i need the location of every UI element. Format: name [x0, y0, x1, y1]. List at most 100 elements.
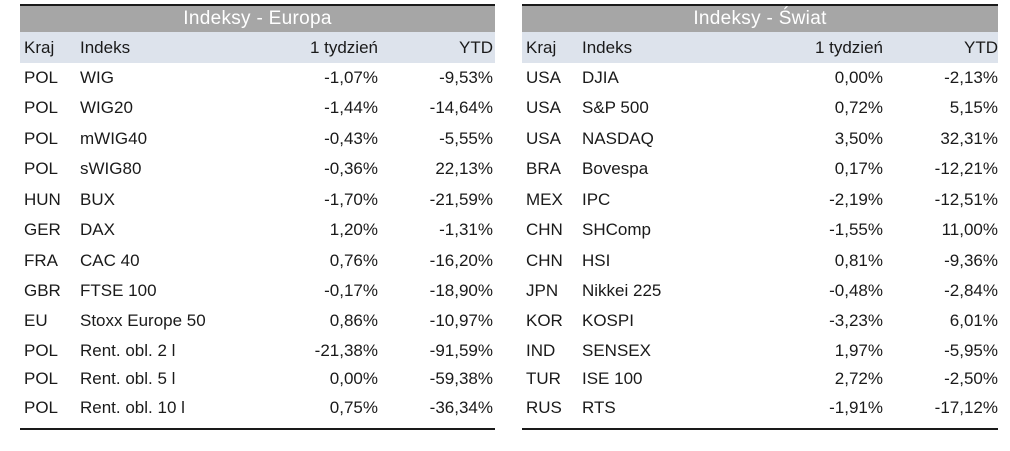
cell-week: -3,23%	[829, 311, 883, 330]
table-header: Kraj Indeks 1 tydzień YTD	[522, 32, 998, 63]
cell-kraj: MEX	[526, 190, 563, 209]
table-row: USA DJIA 0,00% -2,13%	[522, 63, 998, 93]
cell-week: -1,44%	[324, 98, 378, 117]
cell-ytd: 11,00%	[941, 220, 998, 239]
cell-ytd: -16,20%	[429, 251, 493, 270]
cell-week: 0,86%	[329, 311, 378, 330]
cell-indeks: sWIG80	[80, 159, 142, 178]
cell-ytd: 5,15%	[949, 98, 998, 117]
header-indeks: Indeks	[80, 38, 131, 57]
cell-kraj: GER	[24, 220, 61, 239]
top-rule	[20, 4, 495, 6]
table-row: USA S&P 500 0,72% 5,15%	[522, 93, 998, 123]
cell-kraj: POL	[24, 98, 59, 117]
cell-kraj: FRA	[24, 251, 58, 270]
table-row: MEX IPC -2,19% -12,51%	[522, 184, 998, 215]
table-row: POL mWIG40 -0,43% -5,55%	[20, 123, 495, 154]
header-ytd: YTD	[964, 38, 998, 57]
cell-indeks: NASDAQ	[582, 129, 654, 148]
table-row: POL sWIG80 -0,36% 22,13%	[20, 154, 495, 184]
table-row: EU Stoxx Europe 50 0,86% -10,97%	[20, 306, 495, 336]
cell-kraj: POL	[24, 129, 59, 148]
cell-week: 0,00%	[834, 68, 883, 87]
cell-kraj: POL	[24, 68, 59, 87]
table-header: Kraj Indeks 1 tydzień YTD	[20, 32, 495, 63]
table-row: IND SENSEX 1,97% -5,95%	[522, 336, 998, 365]
cell-week: 0,00%	[329, 369, 378, 388]
header-week: 1 tydzień	[309, 38, 378, 57]
cell-kraj: USA	[526, 68, 561, 87]
cell-indeks: CAC 40	[80, 251, 140, 270]
cell-indeks: RTS	[582, 398, 616, 417]
cell-kraj: EU	[24, 311, 48, 330]
table-row: POL WIG20 -1,44% -14,64%	[20, 93, 495, 123]
cell-kraj: POL	[24, 159, 59, 178]
cell-indeks: SHComp	[582, 220, 651, 239]
cell-ytd: -12,51%	[934, 190, 998, 209]
europe-indices-table: Indeksy - Europa Kraj Indeks 1 tydzień Y…	[20, 4, 495, 430]
cell-week: -0,43%	[324, 129, 378, 148]
cell-ytd: -18,90%	[429, 281, 493, 300]
cell-ytd: -1,31%	[439, 220, 493, 239]
cell-kraj: RUS	[526, 398, 562, 417]
table-row: POL Rent. obl. 2 l -21,38% -91,59%	[20, 336, 495, 365]
table-row: BRA Bovespa 0,17% -12,21%	[522, 154, 998, 184]
cell-kraj: POL	[24, 398, 59, 417]
cell-week: -1,70%	[324, 190, 378, 209]
table-row: JPN Nikkei 225 -0,48% -2,84%	[522, 276, 998, 306]
cell-ytd: -2,84%	[944, 281, 998, 300]
cell-week: -0,17%	[324, 281, 378, 300]
cell-ytd: -14,64%	[429, 98, 493, 117]
cell-ytd: 6,01%	[949, 311, 998, 330]
cell-ytd: -5,95%	[944, 341, 998, 360]
cell-kraj: POL	[24, 341, 59, 360]
cell-indeks: IPC	[582, 190, 611, 209]
cell-week: -0,48%	[829, 281, 883, 300]
table-row: CHN SHComp -1,55% 11,00%	[522, 215, 998, 245]
cell-indeks: FTSE 100	[80, 281, 157, 300]
cell-indeks: WIG	[80, 68, 114, 87]
table-row: HUN BUX -1,70% -21,59%	[20, 184, 495, 215]
table-title: Indeksy - Europa	[20, 6, 495, 32]
cell-ytd: -5,55%	[439, 129, 493, 148]
cell-kraj: USA	[526, 129, 561, 148]
cell-indeks: WIG20	[80, 98, 133, 117]
header-kraj: Kraj	[24, 38, 55, 57]
cell-ytd: -59,38%	[429, 369, 493, 388]
cell-ytd: -21,59%	[429, 190, 493, 209]
cell-ytd: -2,50%	[944, 369, 998, 388]
cell-indeks: S&P 500	[582, 98, 649, 117]
table-row: POL Rent. obl. 10 l 0,75% -36,34%	[20, 393, 495, 422]
header-ytd: YTD	[459, 38, 493, 57]
cell-indeks: Rent. obl. 2 l	[80, 341, 176, 360]
cell-week: 1,20%	[329, 220, 378, 239]
cell-kraj: KOR	[526, 311, 563, 330]
cell-ytd: 22,13%	[435, 159, 493, 178]
cell-ytd: -9,36%	[944, 251, 998, 270]
cell-week: 0,81%	[834, 251, 883, 270]
cell-indeks: ISE 100	[582, 369, 643, 388]
cell-kraj: CHN	[526, 251, 563, 270]
table-row: POL Rent. obl. 5 l 0,00% -59,38%	[20, 365, 495, 393]
cell-week: 2,72%	[834, 369, 883, 388]
table-row: POL WIG -1,07% -9,53%	[20, 63, 495, 93]
cell-kraj: IND	[526, 341, 556, 360]
cell-week: 1,97%	[834, 341, 883, 360]
cell-week: -1,07%	[324, 68, 378, 87]
table-title: Indeksy - Świat	[522, 6, 998, 32]
cell-indeks: DAX	[80, 220, 115, 239]
cell-ytd: -2,13%	[944, 68, 998, 87]
table-row: GER DAX 1,20% -1,31%	[20, 215, 495, 245]
cell-week: 0,72%	[834, 98, 883, 117]
cell-indeks: HSI	[582, 251, 611, 270]
bottom-rule	[522, 428, 998, 430]
cell-ytd: -36,34%	[429, 398, 493, 417]
cell-indeks: DJIA	[582, 68, 619, 87]
cell-kraj: POL	[24, 369, 59, 388]
cell-week: -2,19%	[829, 190, 883, 209]
table-row: RUS RTS -1,91% -17,12%	[522, 393, 998, 422]
table-row: TUR ISE 100 2,72% -2,50%	[522, 365, 998, 393]
cell-week: 3,50%	[834, 129, 883, 148]
table-row: GBR FTSE 100 -0,17% -18,90%	[20, 276, 495, 306]
table-row: USA NASDAQ 3,50% 32,31%	[522, 123, 998, 154]
